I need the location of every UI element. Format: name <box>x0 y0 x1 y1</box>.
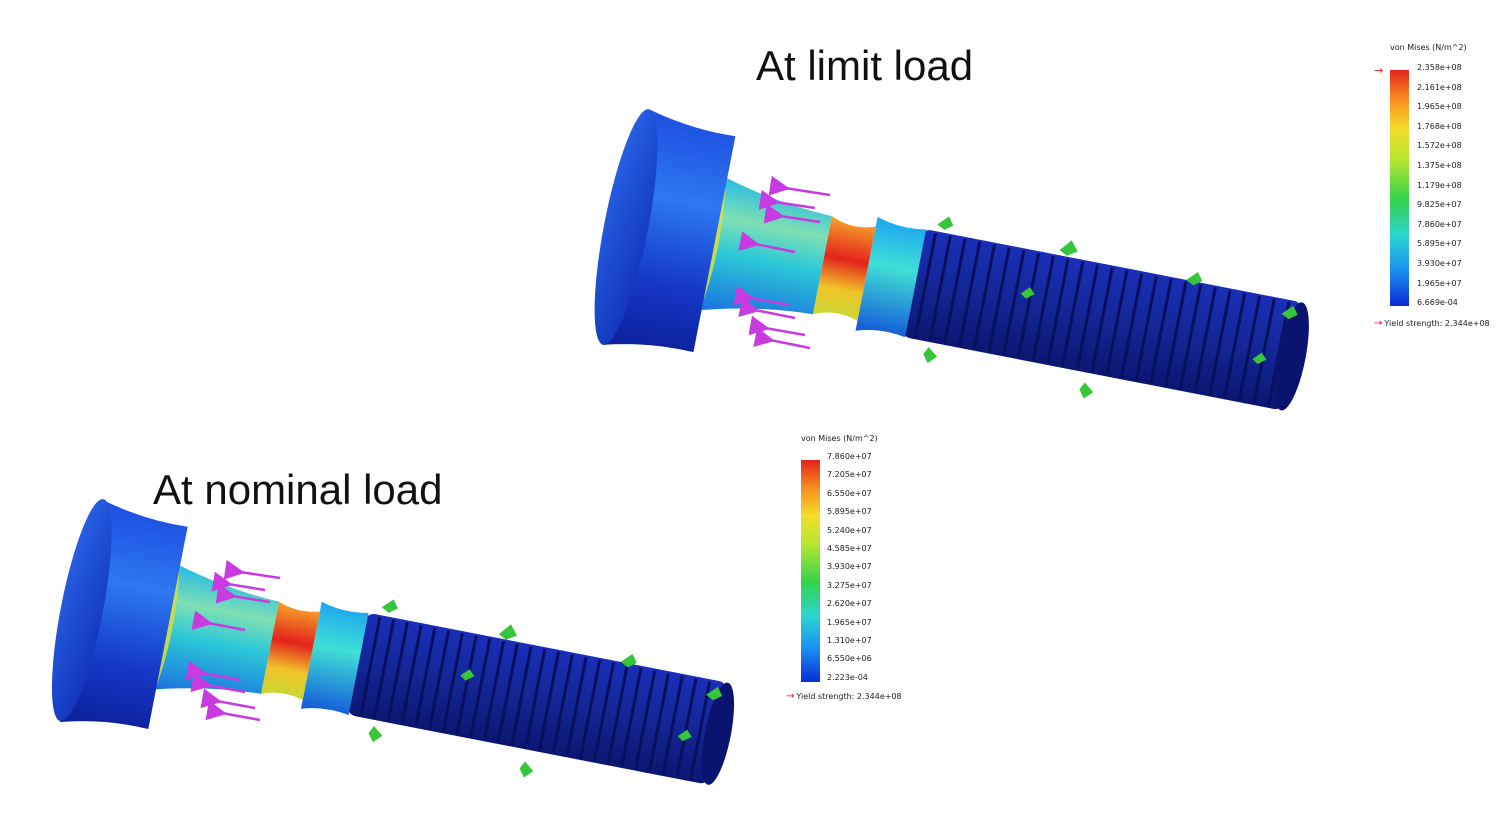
legend-tick-label: 1.310e+07 <box>827 636 872 645</box>
yield-strength-label: → Yield strength: 2.344e+08 <box>1374 318 1490 329</box>
legend-tick-label: 6.669e-04 <box>1417 298 1458 308</box>
legend-tick-label: 5.240e+07 <box>827 525 872 535</box>
color-scale-bar <box>1390 70 1409 306</box>
legend-tick-label: 3.930e+07 <box>827 562 872 572</box>
legend-tick-label: 2.358e+08 <box>1417 63 1462 72</box>
legend-title: von Mises (N/m^2) <box>801 434 878 443</box>
stress-legend-nominal: von Mises (N/m^2) 7.860e+07 7.205e+07 6.55… <box>784 432 914 707</box>
color-scale-bar <box>801 460 820 682</box>
legend-tick-label: 2.620e+07 <box>827 599 872 609</box>
legend-tick-label: 7.205e+07 <box>827 470 872 480</box>
legend-tick-label: 7.860e+07 <box>827 452 872 461</box>
limit-load-title: At limit load <box>756 42 974 89</box>
legend-tick-label: 1.572e+08 <box>1417 141 1462 151</box>
legend-tick-label: 5.895e+07 <box>1417 239 1462 249</box>
legend-title: von Mises (N/m^2) <box>1390 43 1467 52</box>
yield-arrow-icon: → <box>1374 318 1383 329</box>
legend-tick-label: 1.965e+07 <box>827 617 872 627</box>
yield-arrow-icon: → <box>786 691 795 702</box>
legend-tick-label: 2.223e-04 <box>827 672 868 682</box>
legend-tick-label: 1.179e+08 <box>1417 180 1462 190</box>
legend-tick-label: 6.550e+07 <box>827 488 872 498</box>
legend-tick-label: 1.965e+08 <box>1417 102 1462 112</box>
legend-tick-label: 2.161e+08 <box>1417 82 1462 92</box>
bolt-model-nominal <box>51 499 735 785</box>
stress-legend-limit: von Mises (N/m^2) → 2.358e+08 2.161e+08 1.… <box>1370 40 1500 340</box>
legend-tick-label: 3.275e+07 <box>827 580 872 590</box>
legend-tick-label: 9.825e+07 <box>1417 200 1462 210</box>
legend-tick-label: 1.965e+07 <box>1417 278 1462 288</box>
yield-strength-label: → Yield strength: 2.344e+08 <box>786 691 902 702</box>
legend-tick-label: 6.550e+06 <box>827 654 872 664</box>
legend-tick-label: 5.895e+07 <box>827 507 872 517</box>
legend-tick-label: 1.375e+08 <box>1417 161 1462 170</box>
legend-tick-label: 3.930e+07 <box>1417 259 1462 268</box>
legend-tick-label: 4.585e+07 <box>827 544 872 553</box>
nominal-load-title: At nominal load <box>153 466 443 513</box>
legend-tick-label: 1.768e+08 <box>1417 121 1462 131</box>
max-marker-arrow: → <box>1374 64 1384 77</box>
bolt-model-limit <box>594 109 1309 411</box>
legend-tick-label: 7.860e+07 <box>1417 219 1462 229</box>
